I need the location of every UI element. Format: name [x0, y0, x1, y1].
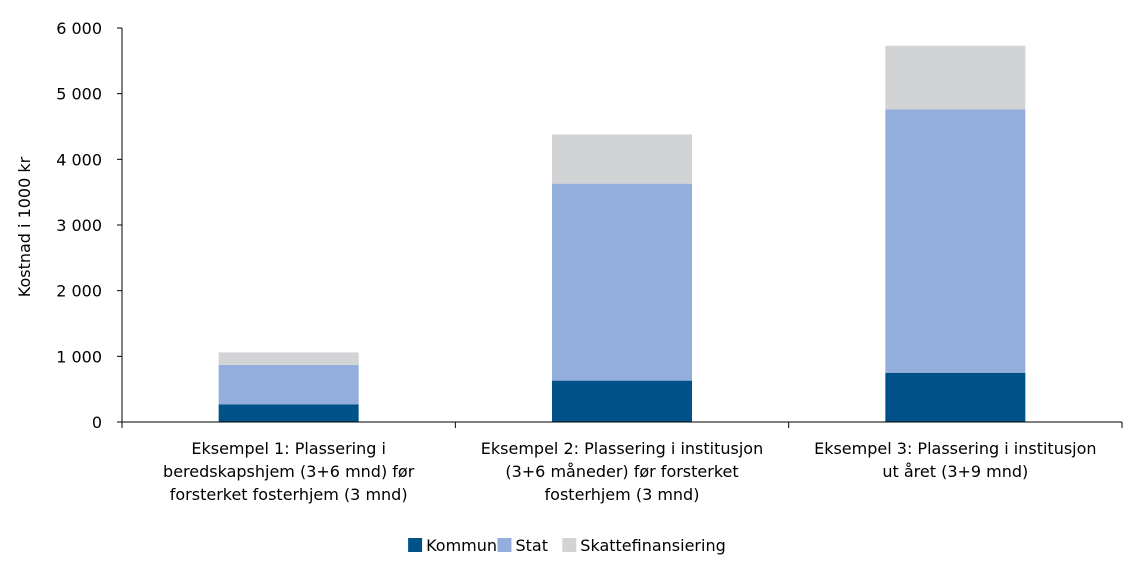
bar-segment-kommune [552, 380, 692, 422]
bar-segment-kommune [218, 404, 359, 422]
bar-segment-stat [218, 364, 359, 405]
legend-swatch-kommune [408, 538, 423, 552]
y-tick-label: 3 000 [56, 216, 102, 235]
y-tick-label: 1 000 [56, 347, 102, 366]
y-tick-label: 2 000 [56, 282, 102, 301]
category-label: Eksempel 2: Plassering i institusjon (3+6… [481, 439, 763, 504]
legend: Kommune Stat Skattefinansiering [408, 536, 726, 555]
legend-swatch-stat [497, 538, 512, 552]
category-label: Eksempel 3: Plassering i institusjon ut å… [814, 439, 1096, 481]
y-axis-label: Kostnad i 1000 kr [15, 156, 34, 297]
y-tick-label: 6 000 [56, 19, 102, 38]
category-label: Eksempel 1: Plassering i beredskapshjem (… [163, 439, 415, 504]
legend-label: Stat [516, 536, 549, 555]
x-axis: Eksempel 1: Plassering i beredskapshjem (… [121, 421, 1123, 504]
y-axis: 0 1 000 2 000 3 000 4 000 5 000 6 000 [56, 19, 123, 432]
legend-swatch-skattefinansiering [562, 538, 577, 552]
y-tick-label: 0 [92, 413, 102, 432]
legend-label: Skattefinansiering [580, 536, 725, 555]
bar-segment-skattefinansiering [885, 45, 1026, 110]
y-tick-label: 4 000 [56, 150, 102, 169]
bar-segment-skattefinansiering [218, 352, 359, 365]
y-tick-label: 5 000 [56, 85, 102, 104]
bars [218, 45, 1026, 422]
bar-segment-stat [885, 109, 1026, 373]
bar-segment-stat [552, 183, 692, 381]
bar-segment-skattefinansiering [552, 134, 692, 184]
legend-label: Kommune [426, 536, 507, 555]
bar-segment-kommune [885, 372, 1026, 422]
